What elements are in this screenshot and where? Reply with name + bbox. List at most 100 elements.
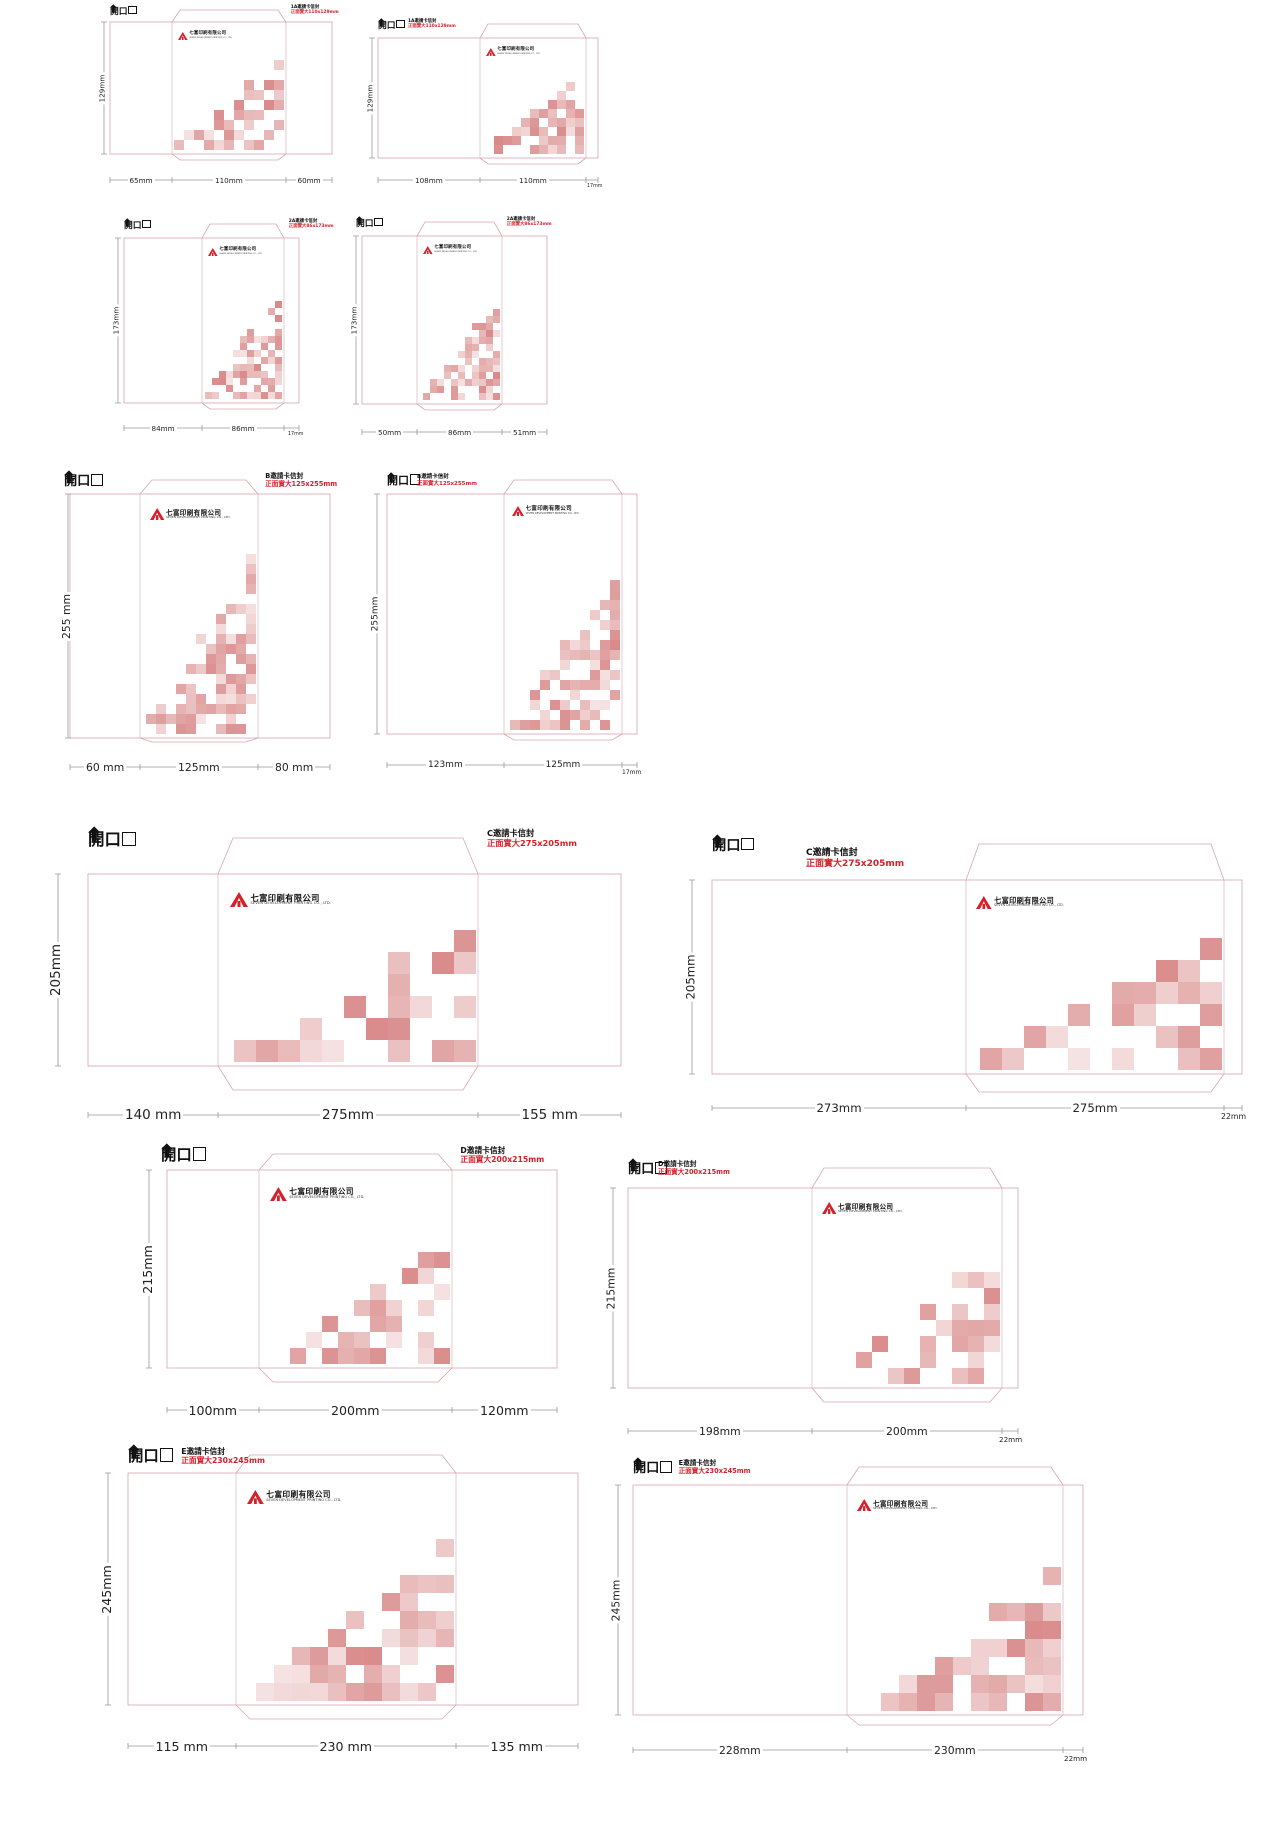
envelope-type-name: D邀請卡信封: [658, 1159, 697, 1168]
pattern-cell: [575, 136, 584, 145]
height-dimension: 173mm: [349, 304, 359, 336]
pattern-cell: [521, 127, 530, 136]
pattern-cell: [472, 337, 479, 344]
flap-right-width: 80 mm: [273, 760, 316, 774]
envelope-template: 開口 1A邀請卡信封 正面實大110x129mm 七富印刷有限公司 SEVEN DEVE…: [365, 17, 605, 189]
pattern-cell: [917, 1693, 935, 1711]
pattern-cell: [436, 1629, 454, 1647]
pattern-cell: [264, 80, 274, 90]
pattern-cell: [1178, 1026, 1200, 1048]
company-name-en: SEVEN DEVELOPMENT PRINTING CO., LTD.: [266, 1497, 342, 1502]
pattern-cell: [590, 700, 600, 710]
pattern-cell: [1002, 1048, 1024, 1070]
front-face-guides: [503, 494, 623, 734]
envelope-panel: [711, 879, 1243, 1075]
width-dimension-line: [123, 425, 300, 431]
pattern-cell: [244, 90, 254, 100]
front-face-guides: [235, 1473, 457, 1705]
pattern-cell: [224, 140, 234, 150]
pattern-cell: [418, 1332, 434, 1348]
pattern-cell: [486, 330, 493, 337]
envelope-template: 開口 D邀請卡信封 正面實大200x215mm 七富印刷有限公司 SEVEN DEVEL…: [139, 1143, 558, 1418]
company-name-en: SEVEN DEVELOPMENT PRINTING CO., LTD.: [250, 900, 332, 905]
open-side-label: 開口: [628, 1158, 668, 1177]
company-name-en: SEVEN DEVELOPMENT PRINTING CO., LTD.: [994, 903, 1064, 908]
pattern-cell: [493, 330, 500, 337]
pattern-cell: [402, 1268, 418, 1284]
company-logo: 七富印刷有限公司 SEVEN DEVELOPMENT PRINTING CO., …: [423, 245, 478, 254]
pattern-cell: [156, 714, 166, 724]
pattern-cell: [557, 136, 566, 145]
front-face-guides: [217, 874, 479, 1066]
pattern-cell: [971, 1675, 989, 1693]
pattern-cell: [344, 996, 366, 1018]
company-name-cn: 七富印刷有限公司: [872, 1499, 929, 1508]
company-name-en: SEVEN DEVELOPMENT PRINTING CO., LTD.: [289, 1194, 365, 1199]
pattern-cell: [146, 714, 156, 724]
width-dimension-line: [386, 762, 638, 768]
pattern-cell: [472, 365, 479, 372]
pattern-cell: [566, 109, 575, 118]
pattern-cell: [434, 1252, 450, 1268]
pattern-cell: [236, 684, 246, 694]
company-name-cn: 七富印刷有限公司: [266, 1490, 331, 1500]
flap-outline: [479, 23, 587, 165]
pattern-cell: [486, 379, 493, 386]
pattern-cell: [1043, 1675, 1061, 1693]
envelope-outline: [146, 1153, 558, 1413]
envelope-type-name: B邀請卡信封: [265, 471, 304, 480]
pattern-cell: [600, 600, 610, 610]
pattern-cell: [493, 393, 500, 400]
pattern-cell: [244, 140, 254, 150]
pattern-cell: [610, 600, 620, 610]
pattern-cell: [1200, 1004, 1222, 1026]
pattern-cell: [1134, 1004, 1156, 1026]
pattern-cell: [338, 1332, 354, 1348]
pattern-cell: [275, 315, 282, 322]
envelope-outline: [610, 1167, 1019, 1434]
pattern-cell: [216, 684, 226, 694]
pattern-cell: [560, 680, 570, 690]
flap-left-width: 108mm: [413, 175, 445, 185]
pattern-cell: [971, 1657, 989, 1675]
front-width: 200mm: [329, 1402, 382, 1418]
pattern-cell: [364, 1665, 382, 1683]
pattern-cell: [264, 130, 274, 140]
pattern-cell: [1007, 1603, 1025, 1621]
pattern-cell: [454, 996, 476, 1018]
pattern-cell: [1025, 1675, 1043, 1693]
pattern-cell: [1007, 1675, 1025, 1693]
logo-mark-icon: [512, 506, 524, 516]
pattern-cell: [1043, 1657, 1061, 1675]
pattern-cell: [570, 640, 580, 650]
pixel-pattern: [510, 580, 620, 730]
pattern-cell: [196, 704, 206, 714]
pattern-cell: [1112, 1048, 1134, 1070]
company-name-en: SEVEN DEVELOPMENT PRINTING CO., LTD.: [434, 250, 478, 253]
pattern-cell: [510, 720, 520, 730]
pattern-cell: [246, 634, 256, 644]
pattern-cell: [548, 118, 557, 127]
front-size-label: 正面實大110x129mm: [290, 10, 339, 16]
pattern-cell: [268, 385, 275, 392]
pixel-pattern: [146, 554, 256, 734]
pattern-cell: [400, 1611, 418, 1629]
pattern-cell: [214, 140, 224, 150]
pattern-cell: [984, 1320, 1000, 1336]
pattern-cell: [254, 110, 264, 120]
height-dimension: 215mm: [604, 1265, 618, 1311]
pattern-cell: [400, 1593, 418, 1611]
pattern-cell: [437, 386, 444, 393]
flap-left-width: 115 mm: [153, 1738, 211, 1754]
pattern-cell: [465, 358, 472, 365]
pattern-cell: [575, 145, 584, 154]
pattern-cell: [400, 1629, 418, 1647]
pattern-cell: [328, 1665, 346, 1683]
pattern-cell: [1068, 1048, 1090, 1070]
pattern-cell: [212, 392, 219, 399]
pattern-cell: [472, 351, 479, 358]
pattern-cell: [444, 372, 451, 379]
pattern-cell: [968, 1320, 984, 1336]
open-box-icon: [91, 474, 103, 487]
pattern-cell: [410, 996, 432, 1018]
